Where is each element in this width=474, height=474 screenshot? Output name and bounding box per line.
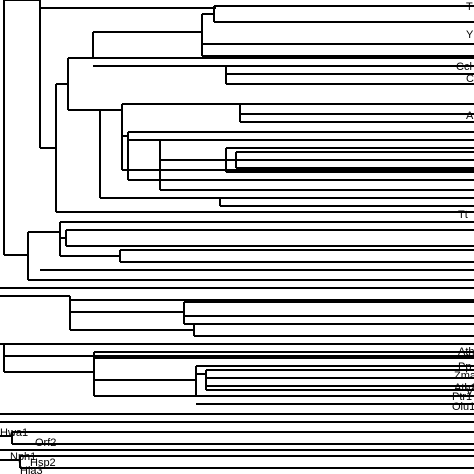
leaf-label: Ccl: [456, 61, 472, 73]
leaf-label: Zma: [454, 370, 474, 382]
leaf-label: C: [466, 73, 474, 85]
leaf-label: Hla3: [20, 465, 43, 474]
leaf-label: Nph1: [10, 451, 36, 463]
leaf-label: Ath: [458, 346, 474, 358]
leaf-label: Pp: [458, 361, 471, 373]
leaf-label: Orf2: [35, 437, 56, 449]
leaf-label: Hwa1: [0, 427, 28, 439]
leaf-label: V: [466, 386, 474, 398]
leaf-label: Olu1: [452, 401, 474, 413]
leaf-label: Y: [466, 29, 474, 41]
leaf-label: T: [466, 1, 473, 13]
leaf-label: Ath1: [454, 382, 474, 394]
clade-middle: [0, 287, 474, 337]
leaf-label: Tt: [458, 209, 468, 221]
leaf-label: A: [466, 110, 474, 122]
clade-upper: [3, 0, 474, 281]
clade-ath: [0, 343, 474, 405]
leaf-label: Ptr1: [452, 391, 472, 403]
clade-bottom: [0, 413, 474, 469]
leaf-label: Hsp2: [30, 457, 56, 469]
